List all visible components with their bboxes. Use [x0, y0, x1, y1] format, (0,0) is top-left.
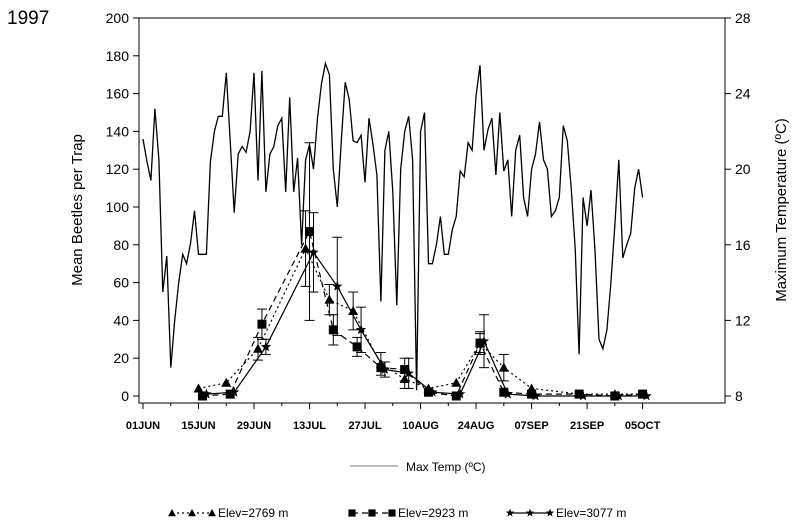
- x-tick-label: 29JUN: [237, 420, 271, 432]
- legend-label: Elev=3077 m: [556, 506, 626, 520]
- plot-frame: [138, 17, 726, 404]
- x-axis: 01JUN 15JUN 29JUN 13JUL 27JUL 10AUG 24AUG 07SEP…: [126, 403, 661, 432]
- square-marker: [388, 509, 396, 517]
- y-left-tick-label: 60: [113, 275, 129, 291]
- triangle-marker: [252, 343, 263, 353]
- star-marker: [308, 246, 319, 257]
- series-line: [198, 247, 643, 395]
- triangle-marker: [451, 377, 462, 387]
- x-tick-label: 24AUG: [458, 420, 495, 432]
- temperature-legend: Max Temp (ºC): [350, 460, 486, 474]
- triangle-marker: [193, 383, 204, 393]
- y-left-tick-label: 100: [106, 199, 130, 215]
- y-right-axis-title: Maximum Temperature (ºC): [773, 118, 790, 302]
- square-marker: [527, 389, 537, 399]
- square-marker: [257, 319, 267, 329]
- temperature-line: [142, 60, 644, 391]
- square-marker: [574, 389, 584, 399]
- triangle-marker: [348, 305, 359, 315]
- series-triangle: [193, 210, 648, 399]
- temperature-layer: [142, 60, 644, 391]
- series-legend: Elev=2769 m Elev=2923 m Elev=3077 m: [168, 506, 626, 520]
- star-marker: [201, 388, 212, 399]
- star-marker: [260, 341, 272, 352]
- star-marker: [379, 364, 391, 374]
- y-left-tick-label: 120: [106, 161, 130, 177]
- square-marker: [638, 389, 648, 399]
- star-marker: [355, 324, 367, 335]
- series-line: [206, 251, 647, 397]
- triangle-marker: [300, 243, 311, 253]
- star-marker: [332, 280, 343, 291]
- y-right-tick-label: 16: [735, 237, 751, 253]
- triangle-marker: [324, 294, 335, 304]
- x-tick-label: 15JUN: [181, 420, 215, 432]
- square-marker: [352, 342, 362, 352]
- square-marker: [197, 391, 207, 401]
- legend-label: Elev=2923 m: [398, 506, 468, 520]
- square-marker: [368, 509, 376, 517]
- triangle-marker: [188, 509, 196, 517]
- square-marker: [376, 363, 386, 373]
- right-y-axis: 8 12 16 20 24 28: [725, 10, 751, 404]
- star-marker: [403, 367, 414, 378]
- y-left-tick-label: 20: [113, 350, 129, 366]
- y-left-tick-label: 180: [106, 48, 130, 64]
- square-marker: [451, 391, 461, 401]
- series-line: [202, 229, 643, 397]
- star-marker: [613, 390, 624, 401]
- y-left-tick-label: 0: [121, 388, 129, 404]
- y-right-tick-label: 20: [735, 161, 751, 177]
- star-marker: [478, 335, 490, 346]
- y-left-tick-label: 200: [106, 10, 130, 26]
- star-marker: [641, 390, 652, 401]
- y-left-tick-label: 40: [113, 312, 129, 328]
- x-tick-label: 10AUG: [402, 420, 439, 432]
- triangle-marker: [498, 362, 509, 372]
- square-marker: [328, 325, 338, 335]
- x-tick-label: 13JUL: [293, 420, 326, 432]
- x-tick-label: 21SEP: [570, 420, 604, 432]
- x-tick-label: 01JUN: [126, 420, 160, 432]
- square-marker: [423, 387, 433, 397]
- triangle-marker: [168, 509, 176, 517]
- y-right-tick-label: 28: [735, 10, 751, 26]
- square-marker: [400, 365, 410, 375]
- star-marker: [545, 508, 555, 517]
- square-marker: [225, 389, 235, 399]
- x-tick-label: 07SEP: [514, 420, 548, 432]
- star-marker: [427, 386, 438, 397]
- beetle-series-layer: [193, 142, 652, 401]
- star-marker: [505, 508, 515, 517]
- star-marker: [530, 390, 541, 401]
- temperature-legend-label: Max Temp (ºC): [406, 460, 486, 474]
- legend-label: Elev=2769 m: [218, 506, 288, 520]
- y-left-tick-label: 140: [106, 123, 130, 139]
- star-marker: [229, 386, 240, 397]
- triangle-marker: [221, 377, 232, 387]
- y-right-tick-label: 12: [735, 312, 751, 328]
- star-marker: [525, 508, 535, 517]
- series-star: [201, 212, 652, 401]
- y-left-tick-label: 160: [106, 86, 130, 102]
- y-left-axis-title: Mean Beetles per Trap: [69, 134, 86, 286]
- y-left-tick-label: 80: [113, 237, 129, 253]
- x-tick-label: 05OCT: [625, 420, 661, 432]
- square-marker: [305, 227, 315, 237]
- triangle-marker: [208, 509, 216, 517]
- left-y-axis: 0 20 40 60 80 100 120 140 160 180 200: [106, 10, 139, 404]
- year-label: 1997: [7, 8, 50, 29]
- star-marker: [577, 390, 589, 401]
- square-marker: [499, 387, 509, 397]
- x-tick-label: 27JUL: [349, 420, 382, 432]
- y-right-tick-label: 8: [735, 388, 743, 404]
- star-marker: [455, 388, 466, 399]
- square-marker: [475, 338, 485, 348]
- square-marker: [348, 509, 356, 517]
- y-right-tick-label: 24: [735, 86, 751, 102]
- star-marker: [502, 388, 513, 399]
